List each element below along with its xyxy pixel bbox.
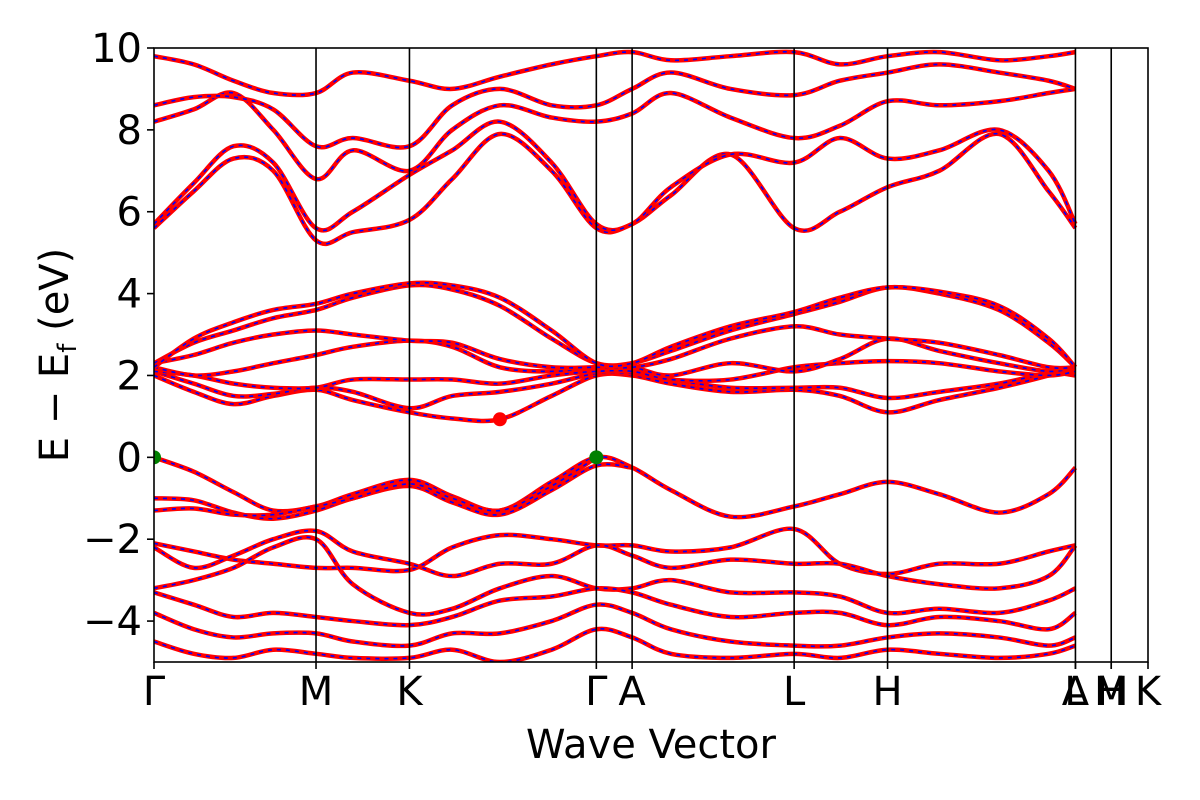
plot-frame — [153, 47, 1149, 663]
band-overlay-7 — [154, 603, 1076, 648]
x-tick-label: A — [618, 669, 646, 715]
y-axis-label-unit: (eV) — [32, 248, 78, 344]
x-axis: Γ M K Γ A L H AL MH K — [143, 662, 1163, 715]
x-tick-label: Γ — [585, 669, 608, 715]
band-overlay-15 — [154, 281, 1077, 368]
x-tick-label: Γ — [143, 669, 166, 715]
y-tick-label: −4 — [83, 599, 142, 645]
y-tick-label: −2 — [83, 517, 142, 563]
y-tick-label: 0 — [117, 435, 142, 481]
high-symmetry-lines — [315, 48, 1113, 662]
vbm-marker — [589, 450, 604, 465]
vbm-marker — [154, 450, 161, 465]
y-axis: −4 −2 0 2 4 6 8 10 — [83, 26, 154, 645]
x-tick-label: L — [783, 669, 806, 715]
y-axis-label-main: E − E — [32, 353, 78, 463]
band-overlay-16 — [154, 133, 1077, 245]
extrema-markers — [154, 412, 604, 465]
y-axis-label-subscript: f — [53, 343, 83, 353]
x-tick-label: M — [299, 669, 334, 715]
y-tick-label: 4 — [117, 272, 142, 318]
y-tick-label: 10 — [91, 26, 142, 72]
y-tick-label: 8 — [117, 108, 142, 154]
band-overlay-11 — [154, 360, 1076, 390]
band-overlay-2 — [154, 456, 597, 517]
x-tick-label: H — [873, 669, 903, 715]
x-tick-label: H — [1096, 669, 1126, 715]
y-tick-label: 6 — [117, 190, 142, 236]
band-overlay-18 — [154, 88, 1076, 180]
cbm-marker — [492, 412, 507, 427]
y-axis-label: E − Ef (eV) — [32, 248, 83, 463]
x-tick-label: M — [1094, 669, 1129, 715]
x-tick-label: L — [1064, 669, 1087, 715]
x-tick-label: A — [1062, 669, 1090, 715]
x-axis-label: Wave Vector — [526, 722, 777, 768]
x-tick-label: K — [1135, 669, 1163, 715]
y-tick-label: 2 — [117, 353, 142, 399]
x-tick-label: K — [396, 669, 424, 715]
